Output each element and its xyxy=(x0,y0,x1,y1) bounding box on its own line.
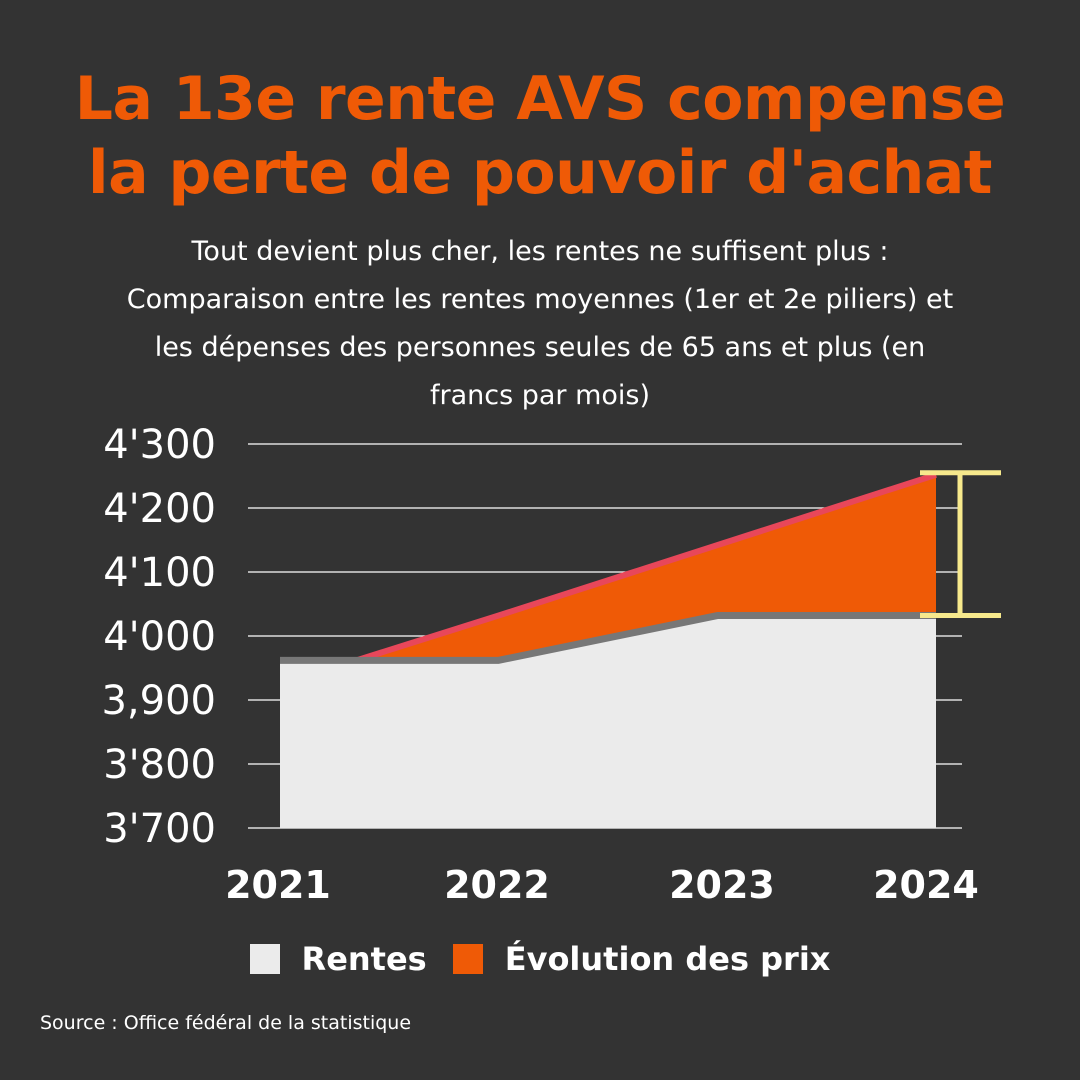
chart-subtitle: Tout devient plus cher, les rentes ne su… xyxy=(40,228,1040,420)
y-tick-label: 4'300 xyxy=(103,422,216,468)
source-note: Source : Office fédéral de la statistiqu… xyxy=(40,1012,412,1034)
x-tick-label: 2023 xyxy=(669,863,775,907)
subtitle-line-4: francs par mois) xyxy=(429,380,651,411)
y-tick-label: 3,900 xyxy=(101,678,216,724)
y-tick-label: 4'200 xyxy=(103,486,216,532)
chart-title: La 13e rente AVS compense la perte de po… xyxy=(0,62,1080,210)
rentes-line xyxy=(280,612,936,664)
area-layer xyxy=(280,471,937,828)
y-tick-label: 4'100 xyxy=(103,550,216,596)
legend-label-prix: Évolution des prix xyxy=(504,940,831,978)
area-chart: 4'300 4'200 4'100 4'000 3,900 3'800 3'700 2021… xyxy=(101,422,1001,907)
legend-swatch-prix xyxy=(452,944,483,974)
legend-item-rentes: Rentes xyxy=(249,940,427,978)
title-line-1: La 13e rente AVS compense xyxy=(74,64,1006,134)
title-line-2: la perte de pouvoir d'achat xyxy=(88,138,993,208)
rentes-area xyxy=(280,615,936,828)
y-axis-ticks: 4'300 4'200 4'100 4'000 3,900 3'800 3'700 xyxy=(101,422,216,852)
x-tick-label: 2022 xyxy=(444,863,550,907)
gap-bracket xyxy=(920,470,1001,619)
x-axis-ticks: 2021 2022 2023 2024 xyxy=(225,863,979,907)
subtitle-line-2: Comparaison entre les rentes moyennes (1… xyxy=(126,284,954,315)
subtitle-line-1: Tout devient plus cher, les rentes ne su… xyxy=(191,236,889,267)
legend-item-prix: Évolution des prix xyxy=(452,940,831,978)
x-tick-label: 2021 xyxy=(225,863,331,907)
subtitle-line-3: les dépenses des personnes seules de 65 … xyxy=(154,332,926,363)
y-tick-label: 4'000 xyxy=(103,614,216,660)
prix-line xyxy=(355,471,937,664)
y-tick-label: 3'800 xyxy=(103,742,216,788)
legend-swatch-rentes xyxy=(249,944,280,974)
legend-label-rentes: Rentes xyxy=(301,940,427,978)
x-tick-label: 2024 xyxy=(873,863,979,907)
y-tick-label: 3'700 xyxy=(103,806,216,852)
legend: Rentes Évolution des prix xyxy=(0,933,1080,985)
